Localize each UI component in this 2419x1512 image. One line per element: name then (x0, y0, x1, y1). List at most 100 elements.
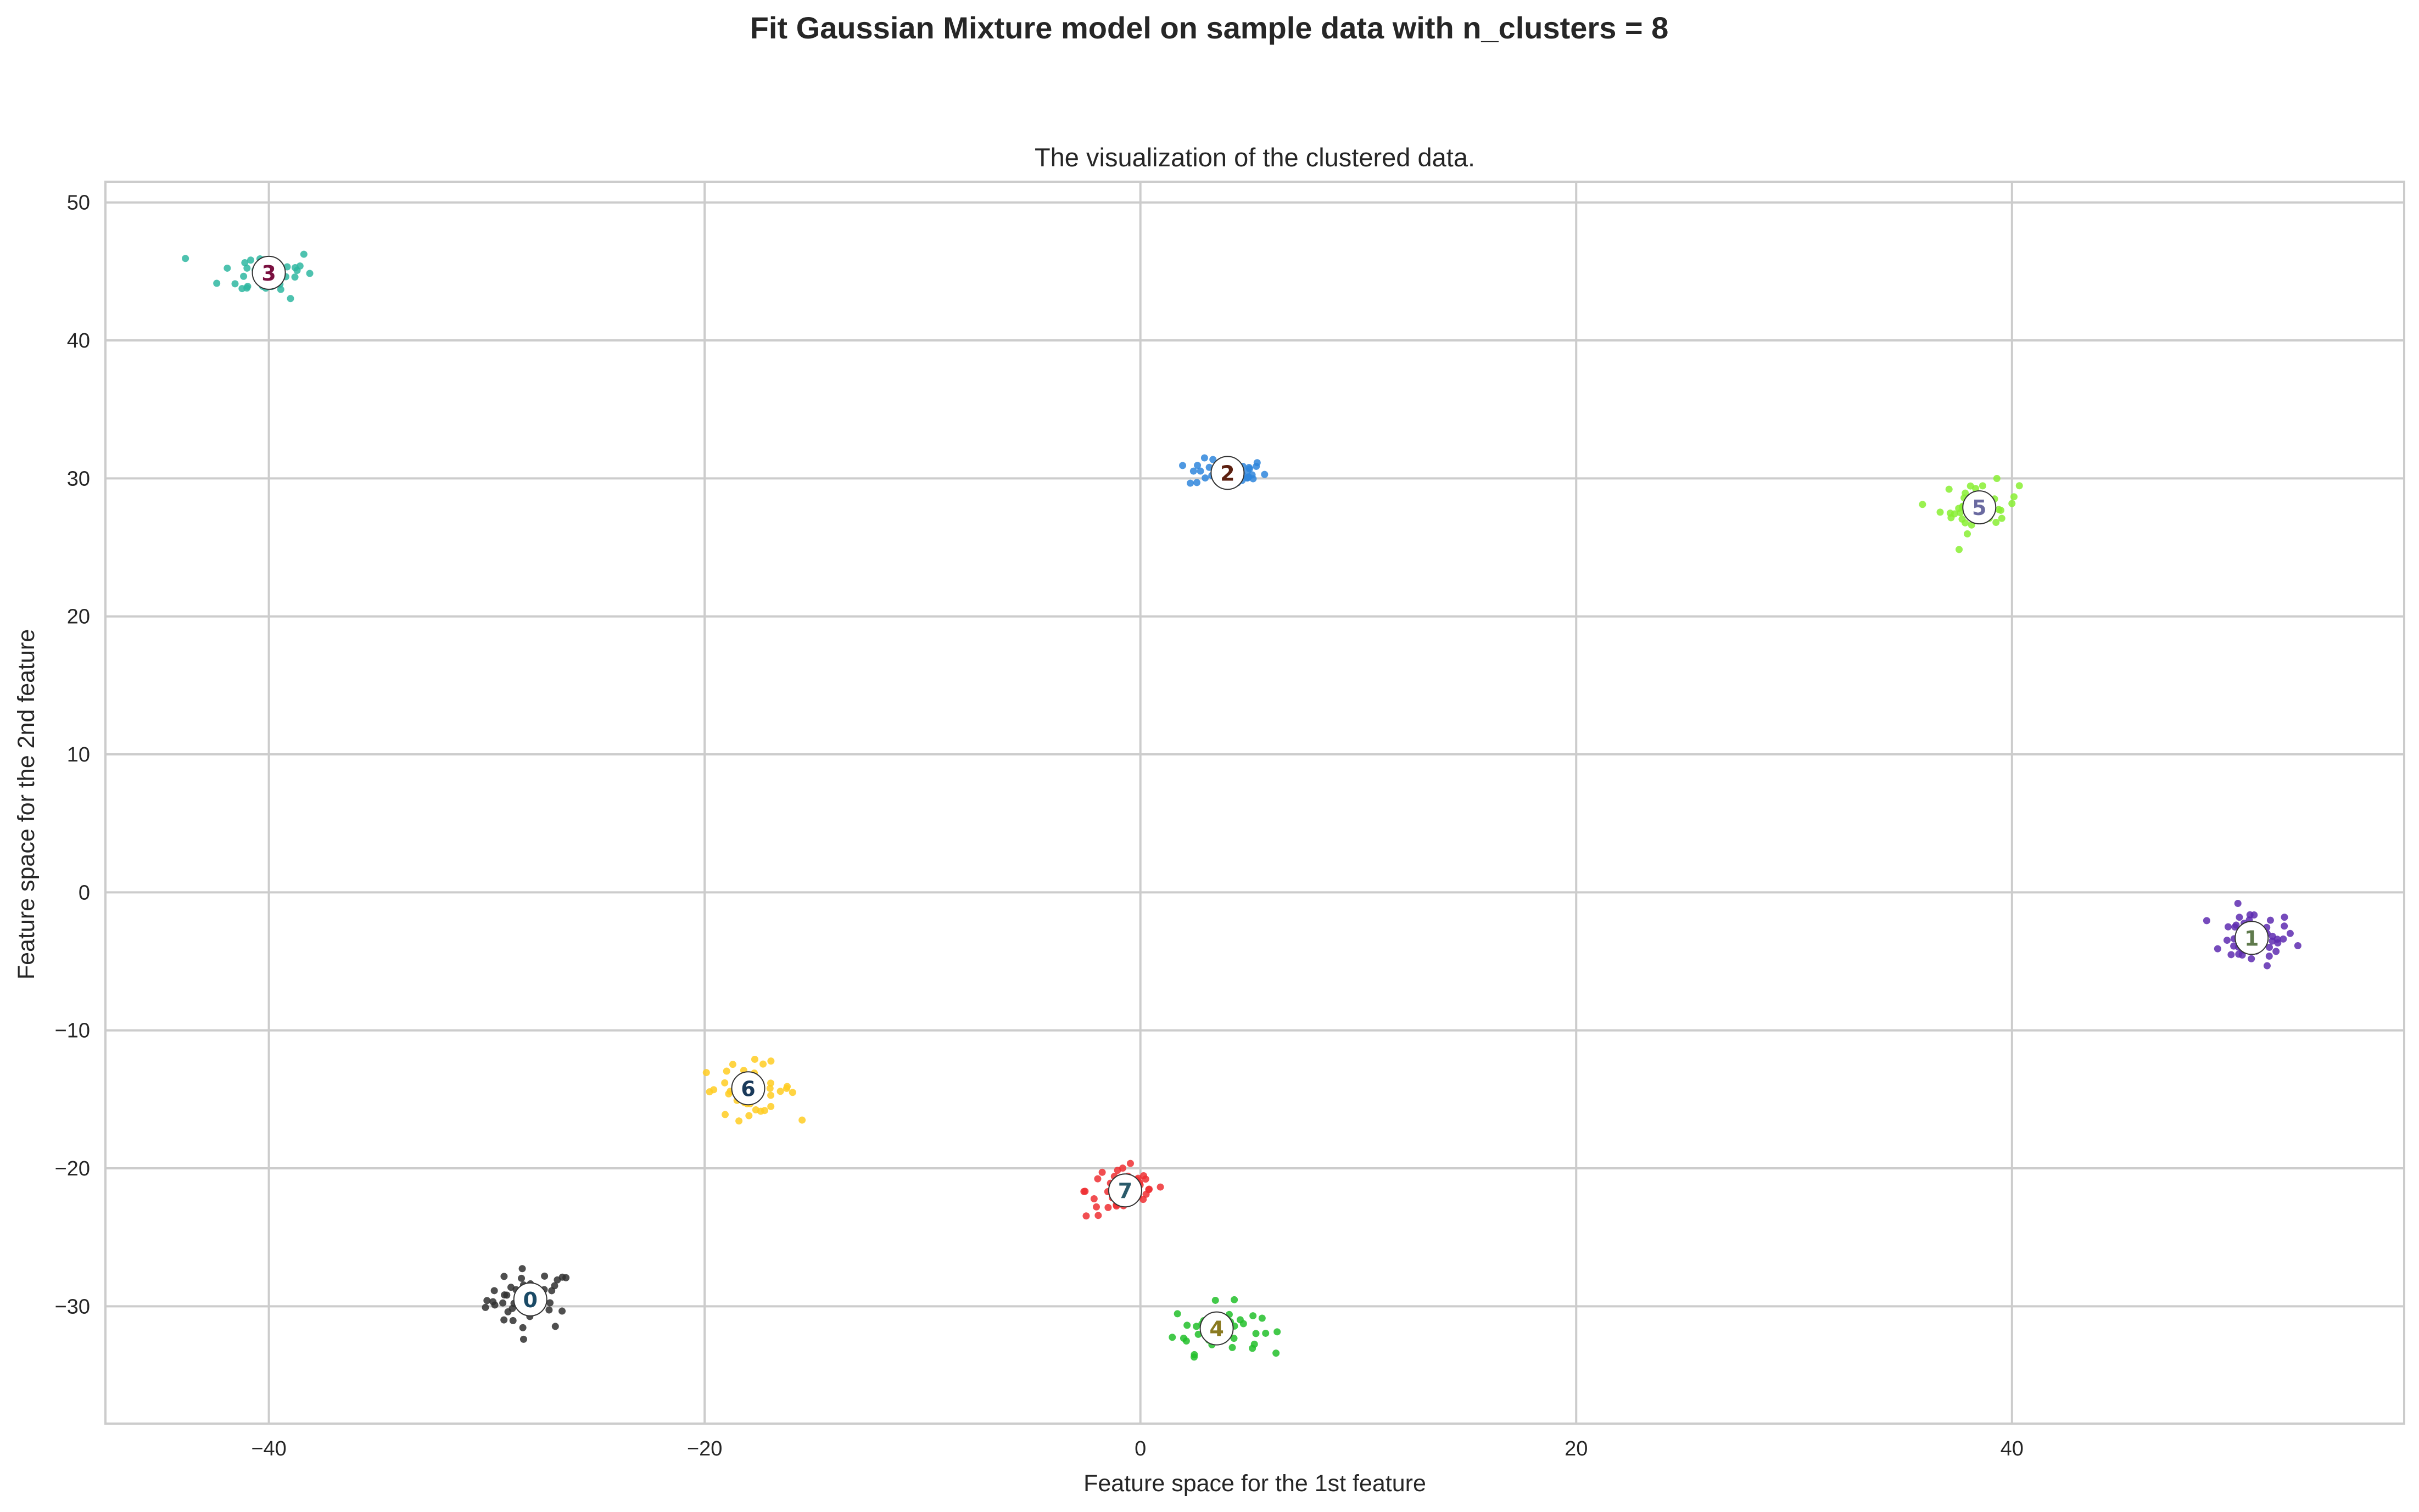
scatter-point (1995, 506, 2003, 513)
scatter-point (1228, 1343, 1236, 1351)
scatter-point (1919, 501, 1926, 508)
scatter-point (247, 256, 255, 264)
scatter-point (2280, 935, 2287, 943)
scatter-point (2248, 955, 2255, 962)
scatter-point (2294, 942, 2301, 950)
scatter-point (789, 1089, 796, 1096)
scatter-point (2274, 939, 2282, 947)
scatter-point (751, 1055, 758, 1063)
scatter-point (767, 1057, 775, 1065)
x-tick-label: −20 (687, 1437, 722, 1460)
cluster-center-marker (731, 1071, 766, 1106)
scatter-point (1936, 508, 1944, 516)
scatter-point (2269, 932, 2276, 940)
scatter-point (1174, 1310, 1181, 1318)
cluster-center-marker (1108, 1173, 1142, 1208)
scatter-point (745, 1112, 753, 1119)
scatter-point (241, 259, 249, 267)
scatter-point (1261, 471, 1269, 478)
scatter-point (2286, 929, 2294, 937)
cluster-center-label: 1 (2244, 926, 2259, 950)
scatter-point (784, 1083, 791, 1090)
scatter-point (1200, 454, 1208, 462)
y-tick-label: −30 (55, 1295, 90, 1318)
scatter-point (519, 1324, 527, 1331)
scatter-point (1273, 1328, 1281, 1336)
scatter-point (1193, 1323, 1200, 1330)
scatter-point (483, 1297, 491, 1304)
scatter-point (2234, 900, 2242, 908)
scatter-point (1197, 467, 1204, 475)
scatter-point (507, 1284, 515, 1291)
scatter-point (767, 1091, 775, 1099)
scatter-point (1955, 505, 1963, 512)
scatter-point (519, 1335, 527, 1343)
scatter-point (1094, 1175, 1102, 1183)
scatter-point (735, 1117, 743, 1125)
scatter-point (1979, 482, 1986, 490)
scatter-point (1098, 1168, 1106, 1176)
scatter-point (2281, 914, 2288, 921)
cluster-center-label: 6 (741, 1077, 755, 1101)
scatter-point (1082, 1212, 1090, 1220)
scatter-point (1245, 465, 1253, 473)
scatter-point (1191, 1353, 1198, 1361)
scatter-point (776, 1088, 784, 1095)
y-tick-label: 20 (67, 606, 90, 629)
scatter-point (767, 1079, 774, 1087)
scatter-point (518, 1274, 526, 1282)
y-tick-label: 40 (67, 329, 90, 352)
scatter-point (1258, 1314, 1266, 1322)
scatter-point (723, 1067, 730, 1075)
x-tick-label: 0 (1135, 1437, 1146, 1460)
plot-frame (104, 181, 2405, 1425)
scatter-point (1094, 1212, 1102, 1219)
scatter-point (1946, 509, 1954, 517)
scatter-point (1180, 1334, 1187, 1342)
scatter-point (1956, 546, 1963, 553)
scatter-point (500, 1273, 508, 1280)
scatter-point (1126, 1160, 1134, 1167)
scatter-point (243, 264, 251, 272)
y-tick-label: −20 (55, 1157, 90, 1180)
scatter-point (1183, 1321, 1191, 1329)
scatter-point (721, 1079, 729, 1087)
scatter-point (546, 1299, 554, 1307)
scatter-point (798, 1116, 806, 1124)
scatter-point (277, 285, 284, 293)
scatter-point (2272, 948, 2280, 955)
scatter-point (725, 1090, 733, 1097)
chart-suptitle: Fit Gaussian Mixture model on sample dat… (750, 10, 1669, 45)
scatter-point (2266, 916, 2274, 924)
scatter-point (1139, 1196, 1147, 1203)
scatter-point (1249, 1312, 1257, 1320)
scatter-point (2231, 923, 2239, 931)
scatter-point (2265, 953, 2273, 960)
x-tick-label: −40 (251, 1437, 286, 1460)
scatter-point (501, 1291, 509, 1299)
scatter-point (1252, 1330, 1260, 1337)
scatter-point (2008, 500, 2016, 507)
scatter-point (548, 1287, 556, 1295)
scatter-point (1187, 479, 1194, 487)
scatter-point (500, 1316, 508, 1324)
scatter-point (1958, 516, 1966, 523)
scatter-point (562, 1274, 570, 1281)
scatter-point (2227, 951, 2235, 959)
scatter-point (545, 1306, 553, 1314)
scatter-point (2010, 493, 2018, 501)
cluster-center-label: 2 (1220, 461, 1234, 485)
scatter-point (702, 1069, 710, 1077)
scatter-point (182, 255, 189, 262)
scatter-point (1230, 1335, 1238, 1342)
scatter-point (721, 1111, 729, 1118)
scatter-point (1080, 1188, 1088, 1195)
scatter-point (759, 1060, 767, 1068)
scatter-point (1114, 1167, 1121, 1174)
scatter-point (509, 1317, 517, 1324)
cluster-centers: 0 1 2 3 4 5 6 7 (252, 255, 2269, 1346)
y-tick-label: 0 (79, 881, 90, 904)
scatter-point (729, 1061, 736, 1068)
scatter-point (551, 1323, 559, 1330)
scatter-point (1262, 1329, 1270, 1337)
